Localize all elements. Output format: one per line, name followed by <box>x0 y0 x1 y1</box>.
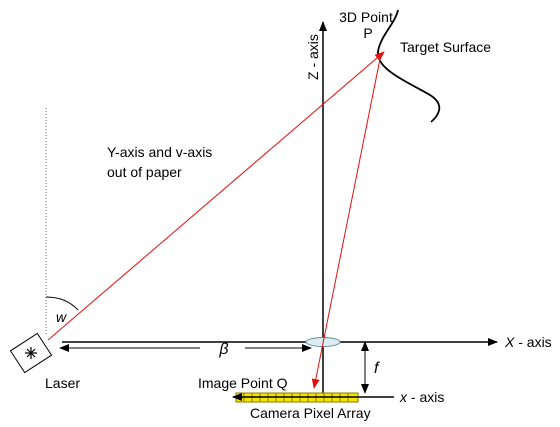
laser-ray <box>47 51 385 341</box>
laser-starburst-icon <box>25 347 37 359</box>
reflected-ray <box>311 53 382 389</box>
f-label: f <box>374 360 380 377</box>
x-axis-label: X - axis <box>504 334 552 350</box>
angle-w-label: w <box>56 309 67 325</box>
laser-label: Laser <box>45 375 80 391</box>
y-v-axis-label-2: out of paper <box>107 164 182 180</box>
image-point-q-label: Image Point Q <box>198 375 288 391</box>
y-v-axis-label: Y-axis and v-axis <box>107 144 212 160</box>
point-p-label: 3D Point <box>339 9 393 25</box>
angle-w-arc <box>45 296 79 311</box>
z-axis-label: Z - axis <box>305 34 321 80</box>
camera-pixel-array-label: Camera Pixel Array <box>250 405 371 421</box>
x-small-axis-label: x - axis <box>399 389 444 405</box>
target-surface-curve <box>377 9 441 123</box>
point-p-name: P <box>363 25 372 41</box>
target-surface-label: Target Surface <box>400 39 491 55</box>
beta-label: β <box>218 341 228 358</box>
